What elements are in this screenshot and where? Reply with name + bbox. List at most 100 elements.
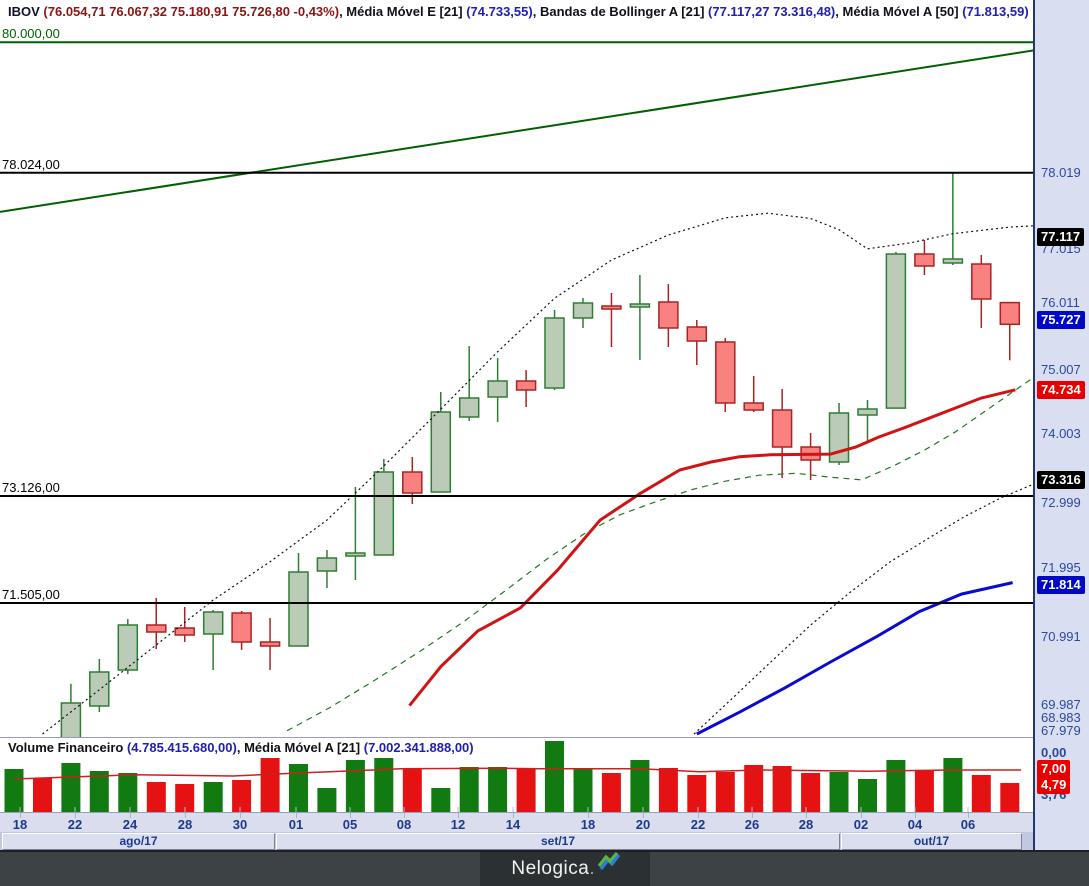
volume-bar bbox=[971, 775, 991, 812]
day-label: 22 bbox=[690, 817, 706, 832]
level-label: 73.126,00 bbox=[2, 479, 60, 495]
candle-body bbox=[402, 471, 423, 494]
axis-label: 72.999 bbox=[1041, 495, 1081, 510]
day-label: 22 bbox=[67, 817, 83, 832]
mma50-value: (71.813,59) bbox=[962, 4, 1029, 19]
volume-bar bbox=[289, 764, 308, 812]
axis-label: 68.983 bbox=[1041, 710, 1081, 725]
axis-label: 75.007 bbox=[1041, 362, 1081, 377]
volume-bar bbox=[345, 760, 365, 812]
volume-bar bbox=[33, 778, 52, 812]
period-label[interactable]: out/17 bbox=[841, 833, 1022, 850]
time-tick bbox=[513, 813, 514, 818]
volume-bar bbox=[658, 768, 678, 812]
axis-label: 0,00 bbox=[1041, 745, 1067, 760]
level-label: 71.505,00 bbox=[2, 586, 60, 602]
volume-chart-canvas[interactable] bbox=[0, 738, 1033, 813]
time-tick bbox=[458, 813, 459, 818]
bollinger-lower-band bbox=[693, 483, 1033, 735]
volume-bar bbox=[630, 760, 650, 812]
volume-bar bbox=[1000, 783, 1020, 812]
nelogica-logo-icon bbox=[597, 852, 620, 870]
day-label: 28 bbox=[177, 817, 193, 832]
volume-pane[interactable]: Volume Financeiro (4.785.415.680,00), Mé… bbox=[0, 737, 1033, 813]
period-label[interactable]: set/17 bbox=[276, 833, 840, 850]
candle-body bbox=[458, 397, 480, 418]
mme21-line bbox=[408, 388, 1016, 707]
time-tick bbox=[185, 813, 186, 818]
volume-bar bbox=[260, 758, 280, 812]
time-tick bbox=[404, 813, 405, 818]
bollinger-value: (77.117,27 73.316,48) bbox=[708, 4, 836, 19]
volume-label: Volume Financeiro bbox=[8, 740, 127, 755]
time-tick bbox=[350, 813, 351, 818]
volume-bar bbox=[772, 766, 792, 812]
volume-bar bbox=[573, 769, 593, 812]
price-chart-canvas[interactable] bbox=[0, 0, 1033, 737]
time-tick bbox=[968, 813, 969, 818]
day-label: 28 bbox=[798, 817, 814, 832]
candle-body bbox=[259, 641, 281, 647]
price-badge: 75.727 bbox=[1037, 311, 1085, 329]
candle-body bbox=[686, 326, 708, 342]
mme21-value: (74.733,55) bbox=[466, 4, 533, 19]
candle-body bbox=[373, 471, 395, 556]
candle-body bbox=[430, 411, 452, 493]
time-tick bbox=[20, 813, 21, 818]
price-axis[interactable] bbox=[1035, 0, 1089, 850]
volume-bar bbox=[61, 763, 81, 812]
price-badge: 77.117 bbox=[1037, 228, 1085, 246]
price-axis-divider bbox=[1033, 0, 1035, 850]
volume-bar bbox=[858, 779, 877, 812]
candle-body bbox=[885, 253, 907, 409]
time-tick bbox=[240, 813, 241, 818]
period-label[interactable]: ago/17 bbox=[2, 833, 275, 850]
time-tick bbox=[806, 813, 807, 818]
symbol-label: IBOV bbox=[8, 4, 40, 19]
day-label: 14 bbox=[505, 817, 521, 832]
time-tick bbox=[296, 813, 297, 818]
axis-label: 76.011 bbox=[1041, 295, 1080, 310]
candle-body bbox=[60, 702, 82, 737]
volume-bar bbox=[118, 773, 138, 812]
day-label: 24 bbox=[122, 817, 138, 832]
day-label: 08 bbox=[396, 817, 412, 832]
candle-body bbox=[487, 380, 508, 398]
axis-label: 74.003 bbox=[1041, 426, 1081, 441]
candle-body bbox=[345, 552, 366, 557]
time-axis[interactable]: 18 22 24 28 30 01 05 08 12 14 18 20 22 26 28 02 04 06 ago… bbox=[0, 812, 1033, 851]
volume-ma-line bbox=[13, 767, 1022, 780]
volume-value: (4.785.415.680,00) bbox=[126, 740, 237, 755]
price-badge: 71.814 bbox=[1037, 576, 1085, 594]
price-badge: 74.734 bbox=[1037, 381, 1085, 399]
level-label: 80.000,00 bbox=[2, 26, 60, 42]
mma50-line bbox=[696, 581, 1013, 736]
nelogica-logo-text: Nelogica bbox=[511, 858, 590, 879]
candle-body bbox=[316, 557, 338, 572]
volume-bar bbox=[687, 775, 707, 812]
candle-body bbox=[914, 253, 935, 267]
time-tick bbox=[752, 813, 753, 818]
day-label: 26 bbox=[744, 817, 760, 832]
volume-bar bbox=[232, 780, 252, 812]
day-label: 02 bbox=[853, 817, 869, 832]
mma50-label: Média Móvel A [50] bbox=[842, 4, 963, 19]
axis-label: 70.991 bbox=[1041, 629, 1081, 644]
axis-label: 78.019 bbox=[1041, 165, 1081, 180]
axis-label: 71.995 bbox=[1041, 560, 1081, 575]
volume-bar bbox=[4, 769, 24, 812]
volume-bar bbox=[146, 782, 166, 812]
time-tick bbox=[130, 813, 131, 818]
day-label: 06 bbox=[960, 817, 976, 832]
volume-bar bbox=[744, 765, 764, 812]
candle-body bbox=[515, 380, 537, 391]
candle-body bbox=[231, 612, 252, 643]
time-tick bbox=[75, 813, 76, 818]
candle-body bbox=[572, 302, 594, 319]
volume-bar bbox=[374, 758, 394, 812]
volume-bar bbox=[886, 760, 906, 812]
price-pane[interactable]: IBOV (76.054,71 76.067,32 75.180,91 75.7… bbox=[0, 0, 1033, 737]
candle-body bbox=[629, 303, 651, 308]
ohlc-values: (76.054,71 76.067,32 75.180,91 75.726,80… bbox=[43, 4, 340, 19]
volume-bar bbox=[601, 773, 621, 812]
